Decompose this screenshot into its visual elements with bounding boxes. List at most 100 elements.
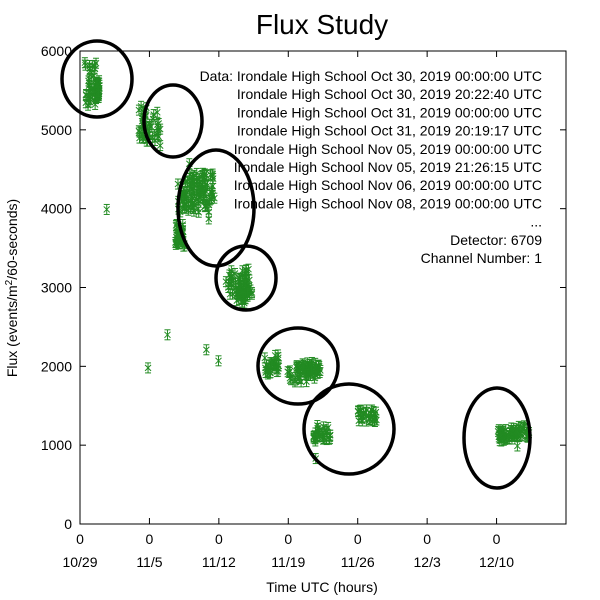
data-point: [203, 344, 210, 356]
y-tick-label: 4000: [41, 201, 72, 217]
y-axis-title: Flux (events/m2/60-seconds): [4, 199, 20, 377]
data-point: [243, 286, 251, 298]
data-point: [92, 57, 100, 69]
data-point: [284, 366, 292, 378]
data-point: [153, 106, 161, 118]
data-point: [372, 406, 380, 418]
legend-line: Channel Number: 1: [421, 250, 543, 266]
y-axis-title-sup: 2: [4, 279, 15, 285]
data-point: [146, 118, 154, 130]
data-point: [174, 178, 182, 190]
legend-line: Irondale High School Oct 31, 2019 20:19:…: [237, 123, 542, 139]
data-point: [151, 135, 159, 147]
data-point: [164, 329, 171, 341]
data-point: [519, 430, 527, 442]
data-point: [513, 425, 520, 437]
data-point: [243, 267, 250, 279]
data-point: [299, 364, 306, 376]
legend-line: ...: [530, 214, 542, 230]
data-point: [180, 192, 188, 204]
legend-line: Irondale High School Nov 08, 2019 00:00:…: [234, 195, 542, 211]
legend-line: Irondale High School Nov 05, 2019 21:26:…: [234, 159, 542, 175]
x-tick-label-hour: 0: [423, 531, 431, 547]
legend-line: Data: Irondale High School Oct 30, 2019 …: [200, 68, 542, 84]
y-tick-label: 3000: [41, 280, 72, 296]
highlight-ellipse: [256, 326, 340, 406]
data-point: [205, 213, 213, 225]
data-point: [227, 272, 234, 284]
data-point: [103, 203, 111, 215]
data-point: [514, 440, 521, 452]
x-tick-label-hour: 0: [215, 531, 223, 547]
y-axis-title-tail: /60-seconds): [4, 199, 20, 280]
data-point: [215, 355, 222, 367]
x-tick-label-date: 11/19: [271, 554, 305, 570]
axes: 0 1000 2000 3000 4000 5000 6000 0 10/29 0 11/5 0 11/…: [41, 43, 566, 570]
legend-line: Irondale High School Oct 31, 2019 00:00:…: [237, 104, 542, 120]
data-point: [144, 362, 152, 374]
highlight-ellipse: [60, 39, 134, 119]
y-tick-label: 5000: [41, 122, 72, 138]
y-tick-label: 2000: [41, 358, 72, 374]
highlight-ellipse: [176, 148, 256, 268]
data-point: [496, 431, 504, 443]
data-point: [240, 297, 248, 309]
data-point: [237, 280, 244, 292]
data-point: [267, 357, 275, 369]
data-point: [95, 86, 102, 98]
data-point: [261, 352, 269, 364]
x-tick-label-hour: 0: [354, 531, 362, 547]
data-point: [262, 367, 269, 379]
y-tick-label: 6000: [41, 43, 72, 59]
data-point: [316, 364, 324, 376]
data-point: [358, 415, 366, 427]
data-point: [310, 431, 317, 443]
data-point: [135, 104, 143, 116]
data-point: [195, 206, 203, 218]
data-point: [185, 202, 192, 214]
data-points: [60, 39, 533, 490]
highlight-ellipse: [142, 83, 204, 159]
x-axis-title: Time UTC (hours): [266, 579, 378, 595]
data-point: [156, 123, 164, 135]
data-point: [318, 428, 325, 440]
highlight-ellipse: [214, 244, 278, 312]
data-point: [151, 129, 158, 141]
highlight-ellipse: [302, 382, 396, 476]
data-point: [202, 194, 210, 206]
y-tick-label: 0: [64, 516, 72, 532]
x-tick-label-date: 11/26: [341, 554, 375, 570]
x-tick-label-hour: 0: [76, 531, 84, 547]
x-tick-label-date: 11/5: [136, 554, 162, 570]
legend-line: Detector: 6709: [450, 232, 542, 248]
legend-line: Irondale High School Nov 05, 2019 00:00:…: [234, 141, 542, 157]
legend-line: Irondale High School Nov 06, 2019 00:00:…: [234, 177, 542, 193]
data-point: [198, 171, 206, 183]
x-tick-label-date: 10/29: [62, 554, 97, 570]
data-point: [311, 357, 319, 369]
x-tick-label-hour: 0: [284, 531, 292, 547]
data-point: [209, 168, 216, 180]
data-point: [82, 97, 90, 109]
highlight-ellipse: [462, 386, 532, 490]
x-tick-label-hour: 0: [146, 531, 154, 547]
chart-title: Flux Study: [256, 9, 388, 40]
x-tick-label-date: 11/12: [202, 554, 236, 570]
y-tick-label: 1000: [41, 437, 72, 453]
x-tick-label-hour: 0: [493, 531, 501, 547]
legend: Data: Irondale High School Oct 30, 2019 …: [200, 68, 543, 266]
data-point: [81, 57, 89, 69]
data-point: [273, 366, 281, 378]
data-point: [326, 433, 334, 445]
data-point: [367, 407, 374, 419]
x-tick-label-date: 12/3: [414, 554, 441, 570]
data-point: [196, 192, 204, 204]
data-point: [189, 171, 197, 183]
data-point: [150, 109, 158, 121]
y-axis-title-main: Flux (events/m: [4, 285, 20, 377]
data-point: [190, 205, 198, 217]
x-tick-label-date: 12/10: [479, 554, 514, 570]
legend-line: Irondale High School Oct 30, 2019 20:22:…: [237, 86, 542, 102]
